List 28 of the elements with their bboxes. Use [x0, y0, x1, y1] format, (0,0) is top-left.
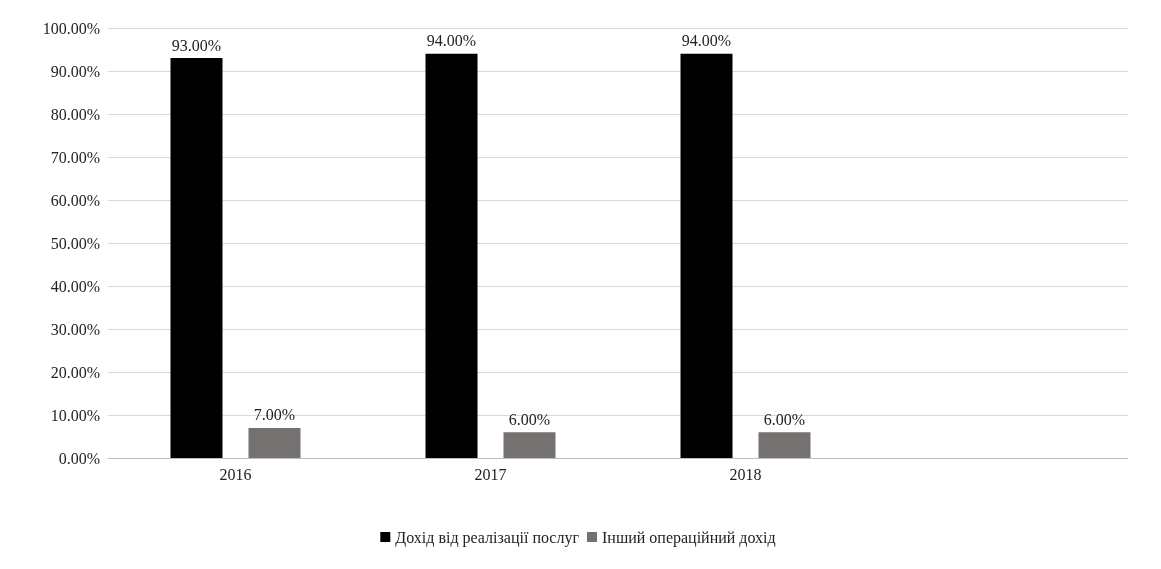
bar [170, 58, 223, 458]
y-tick-label: 90.00% [50, 62, 100, 80]
y-tick-label: 0.00% [58, 449, 100, 467]
data-label: 6.00% [763, 410, 806, 428]
y-tick-label: 40.00% [50, 277, 100, 295]
x-tick-label: 2016 [219, 465, 252, 483]
bar [758, 432, 811, 458]
y-tick-label: 80.00% [50, 105, 100, 123]
y-tick-label: 20.00% [50, 363, 100, 381]
y-tick-label: 60.00% [50, 191, 100, 209]
data-label: 7.00% [253, 406, 296, 424]
y-tick-label: 50.00% [50, 234, 100, 252]
y-tick-label: 100.00% [42, 19, 100, 37]
legend-label: Інший операційний дохід [602, 528, 776, 547]
bar [248, 427, 301, 458]
y-tick-label: 30.00% [50, 320, 100, 338]
data-label: 94.00% [426, 32, 477, 50]
bar [425, 53, 478, 458]
x-tick-label: 2017 [474, 465, 507, 483]
bar [680, 53, 733, 458]
data-label: 6.00% [508, 410, 551, 428]
bar [503, 432, 556, 458]
y-tick-label: 10.00% [50, 406, 100, 424]
data-label: 94.00% [681, 32, 732, 50]
x-tick-label: 2018 [729, 465, 762, 483]
data-label: 93.00% [171, 36, 222, 54]
y-tick-label: 70.00% [50, 148, 100, 166]
legend-label: Дохід від реалізації послуг [395, 528, 580, 547]
